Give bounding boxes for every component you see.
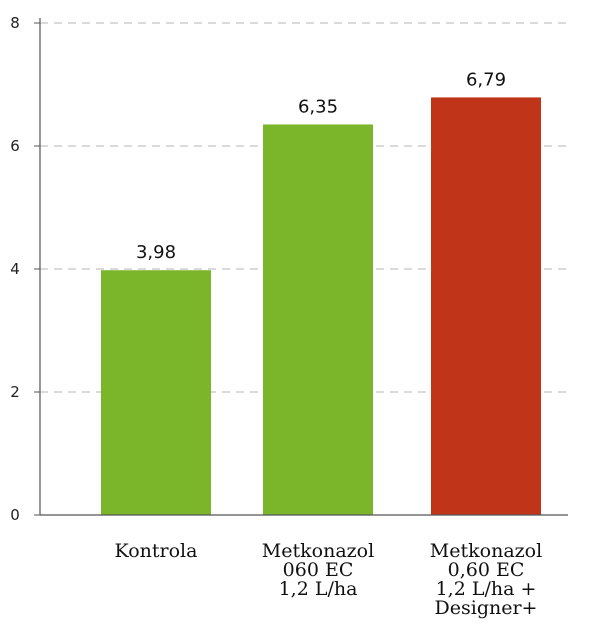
bar bbox=[101, 270, 211, 515]
x-category-label-line: 1,2 L/ha + bbox=[436, 578, 537, 600]
x-category-label: Metkonazol 060 EC 1,2 L/ha bbox=[262, 540, 374, 600]
y-tick-label: 0 bbox=[10, 506, 20, 524]
x-category-label: Metkonazol 0,60 EC 1,2 L/ha + Designer+ bbox=[430, 540, 542, 619]
data-label: 3,98 bbox=[136, 242, 176, 263]
x-category-label-line: 060 EC bbox=[283, 559, 354, 581]
data-label: 6,35 bbox=[298, 96, 338, 117]
y-tick-label: 2 bbox=[10, 383, 20, 401]
y-tick-label: 8 bbox=[10, 14, 20, 32]
axes bbox=[34, 18, 568, 516]
bars bbox=[101, 97, 541, 515]
data-label: 6,79 bbox=[466, 69, 506, 90]
bar bbox=[431, 97, 541, 515]
x-category-label: Kontrola bbox=[115, 540, 198, 562]
x-category-label-line: Kontrola bbox=[115, 540, 198, 562]
y-tick-label: 4 bbox=[10, 260, 20, 278]
x-category-label-line: 0,60 EC bbox=[448, 559, 525, 581]
bar bbox=[263, 124, 373, 515]
x-category-label-line: Metkonazol bbox=[262, 540, 374, 562]
x-category-label-line: Designer+ bbox=[435, 597, 538, 619]
x-category-label-line: 1,2 L/ha bbox=[279, 578, 358, 600]
x-category-label-line: Metkonazol bbox=[430, 540, 542, 562]
y-tick-label: 6 bbox=[10, 137, 20, 155]
